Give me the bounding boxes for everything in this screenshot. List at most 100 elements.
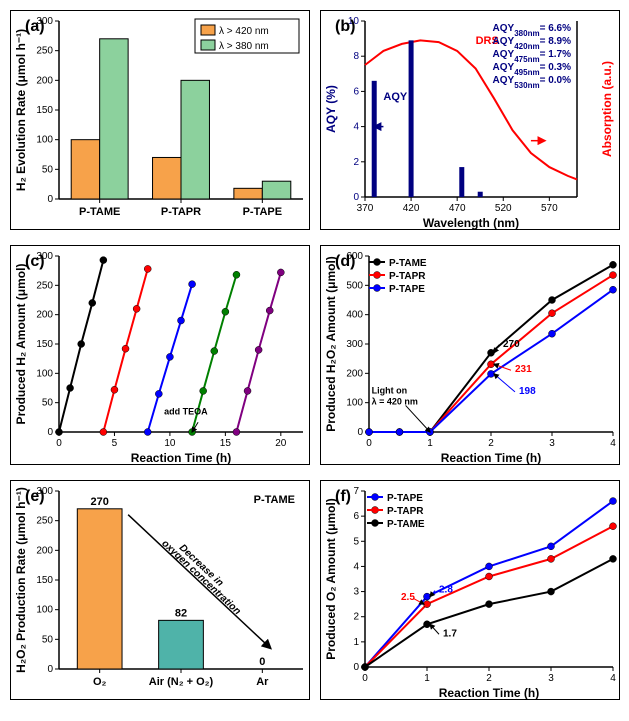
chart-a: 050100150200250300P-TAMEP-TAPRP-TAPEH₂ E… <box>11 11 311 231</box>
svg-text:0: 0 <box>47 664 53 675</box>
svg-text:(d): (d) <box>335 253 355 270</box>
svg-text:0: 0 <box>366 438 372 449</box>
svg-text:AQY530nm= 0.0%: AQY530nm= 0.0% <box>493 75 572 90</box>
svg-text:50: 50 <box>42 398 54 409</box>
svg-text:370: 370 <box>357 203 374 214</box>
svg-text:(e): (e) <box>25 488 45 505</box>
figure-grid: { "font": {"family":"Arial","label_size"… <box>0 0 629 721</box>
svg-text:λ > 380 nm: λ > 380 nm <box>219 41 269 52</box>
panel-b: 0246810370420470520570Wavelength (nm)AQY… <box>320 10 620 230</box>
svg-text:2.8: 2.8 <box>439 585 453 596</box>
svg-text:P-TAPE: P-TAPE <box>387 493 423 504</box>
svg-text:2: 2 <box>353 157 359 168</box>
svg-text:0: 0 <box>47 194 53 205</box>
svg-text:P-TAME: P-TAME <box>254 494 295 506</box>
svg-text:470: 470 <box>449 203 466 214</box>
svg-text:270: 270 <box>503 339 520 350</box>
svg-text:200: 200 <box>36 310 53 321</box>
svg-text:2: 2 <box>488 438 494 449</box>
svg-text:0: 0 <box>362 673 368 684</box>
svg-text:Light on: Light on <box>372 385 408 395</box>
svg-text:oxygen concentration: oxygen concentration <box>159 538 242 617</box>
svg-text:Reaction Time (h): Reaction Time (h) <box>441 451 541 465</box>
svg-text:570: 570 <box>541 203 558 214</box>
svg-text:add TEOA: add TEOA <box>164 406 208 416</box>
svg-text:10: 10 <box>164 438 176 449</box>
svg-text:0: 0 <box>353 192 359 203</box>
svg-text:P-TAPE: P-TAPE <box>243 206 283 218</box>
svg-text:P-TAPE: P-TAPE <box>389 284 425 295</box>
svg-text:100: 100 <box>36 605 53 616</box>
panel-a: 050100150200250300P-TAMEP-TAPRP-TAPEH₂ E… <box>10 10 310 230</box>
svg-text:20: 20 <box>275 438 287 449</box>
svg-text:100: 100 <box>36 368 53 379</box>
svg-text:λ = 420 nm: λ = 420 nm <box>372 396 418 406</box>
svg-text:P-TAME: P-TAME <box>389 258 427 269</box>
svg-text:300: 300 <box>346 339 363 350</box>
svg-text:2.5: 2.5 <box>401 592 415 603</box>
svg-text:6: 6 <box>353 86 359 97</box>
chart-e: 050100150200250300O₂Air (N₂ + O₂)ArH₂O₂ … <box>11 481 311 701</box>
panel-c: 05010015020025030005101520Reaction Time … <box>10 245 310 465</box>
panel-d: 010020030040050060001234Reaction Time (h… <box>320 245 620 465</box>
svg-text:3: 3 <box>549 438 555 449</box>
svg-text:(a): (a) <box>25 18 45 35</box>
svg-text:7: 7 <box>353 486 359 497</box>
svg-text:3: 3 <box>548 673 554 684</box>
chart-c: 05010015020025030005101520Reaction Time … <box>11 246 311 466</box>
svg-text:100: 100 <box>36 135 53 146</box>
svg-text:Air (N₂ + O₂): Air (N₂ + O₂) <box>149 676 214 688</box>
panel-e: 050100150200250300O₂Air (N₂ + O₂)ArH₂O₂ … <box>10 480 310 700</box>
svg-text:λ > 420 nm: λ > 420 nm <box>219 26 269 37</box>
svg-text:4: 4 <box>353 561 359 572</box>
svg-text:(c): (c) <box>25 253 45 270</box>
svg-text:Produced O₂ Amount (μmol): Produced O₂ Amount (μmol) <box>324 498 338 660</box>
svg-text:5: 5 <box>112 438 118 449</box>
svg-text:270: 270 <box>90 496 108 508</box>
svg-text:0: 0 <box>56 438 62 449</box>
svg-text:5: 5 <box>353 536 359 547</box>
svg-text:150: 150 <box>36 575 53 586</box>
svg-text:0: 0 <box>353 662 359 673</box>
svg-text:200: 200 <box>36 75 53 86</box>
svg-text:AQY: AQY <box>383 91 408 103</box>
panel-f: 0123456701234Reaction Time (h)Produced O… <box>320 480 620 700</box>
svg-text:(f): (f) <box>335 488 351 505</box>
svg-text:198: 198 <box>519 386 536 397</box>
svg-text:150: 150 <box>36 105 53 116</box>
svg-text:1: 1 <box>427 438 433 449</box>
svg-text:P-TAPR: P-TAPR <box>389 271 426 282</box>
svg-text:3: 3 <box>353 587 359 598</box>
svg-text:P-TAPR: P-TAPR <box>161 206 201 218</box>
svg-text:P-TAPR: P-TAPR <box>387 506 424 517</box>
svg-text:6: 6 <box>353 511 359 522</box>
svg-text:O₂: O₂ <box>93 676 107 688</box>
svg-text:420: 420 <box>403 203 420 214</box>
svg-text:AQY (%): AQY (%) <box>324 85 338 133</box>
svg-text:Produced H₂ Amount (μmol): Produced H₂ Amount (μmol) <box>14 264 28 425</box>
chart-d: 010020030040050060001234Reaction Time (h… <box>321 246 621 466</box>
svg-text:15: 15 <box>220 438 232 449</box>
svg-text:500: 500 <box>346 280 363 291</box>
svg-text:50: 50 <box>42 634 54 645</box>
svg-text:1: 1 <box>353 637 359 648</box>
svg-text:P-TAME: P-TAME <box>79 206 120 218</box>
svg-text:520: 520 <box>495 203 512 214</box>
svg-text:Reaction Time (h): Reaction Time (h) <box>439 686 539 700</box>
svg-text:Reaction Time (h): Reaction Time (h) <box>131 451 231 465</box>
svg-text:250: 250 <box>36 516 53 527</box>
svg-text:Produced H₂O₂ Amount (μmol): Produced H₂O₂ Amount (μmol) <box>324 256 338 432</box>
svg-text:400: 400 <box>346 310 363 321</box>
svg-text:200: 200 <box>346 368 363 379</box>
svg-text:0: 0 <box>47 427 53 438</box>
svg-text:250: 250 <box>36 280 53 291</box>
svg-text:Ar: Ar <box>256 676 269 688</box>
svg-text:(b): (b) <box>335 18 355 35</box>
svg-text:0: 0 <box>259 656 265 668</box>
svg-text:82: 82 <box>175 607 187 619</box>
svg-text:H₂ Evolution Rate (μmol h⁻¹): H₂ Evolution Rate (μmol h⁻¹) <box>14 29 28 191</box>
chart-b: 0246810370420470520570Wavelength (nm)AQY… <box>321 11 621 231</box>
svg-text:100: 100 <box>346 398 363 409</box>
svg-text:0: 0 <box>357 427 363 438</box>
svg-text:1.7: 1.7 <box>443 628 457 639</box>
